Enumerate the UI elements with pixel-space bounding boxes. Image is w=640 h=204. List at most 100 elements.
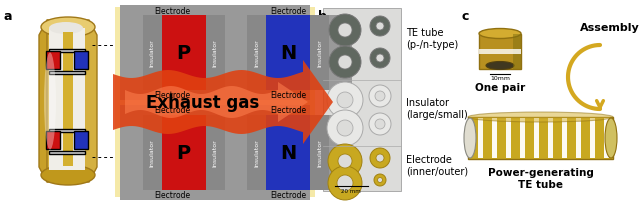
FancyBboxPatch shape [49, 50, 85, 53]
Circle shape [327, 110, 363, 146]
Text: N: N [280, 143, 296, 162]
FancyBboxPatch shape [74, 52, 88, 70]
FancyBboxPatch shape [46, 131, 60, 149]
Circle shape [329, 47, 361, 79]
FancyBboxPatch shape [468, 118, 613, 159]
FancyBboxPatch shape [247, 115, 266, 190]
Circle shape [376, 23, 384, 31]
Text: Insulator: Insulator [317, 139, 322, 166]
FancyBboxPatch shape [120, 91, 310, 101]
Circle shape [338, 56, 352, 70]
Polygon shape [39, 21, 55, 182]
FancyBboxPatch shape [310, 16, 329, 91]
Text: One pair: One pair [475, 83, 525, 93]
Circle shape [369, 86, 391, 108]
Circle shape [376, 154, 384, 162]
Circle shape [370, 49, 390, 69]
Circle shape [370, 148, 390, 168]
FancyBboxPatch shape [49, 72, 85, 75]
Text: Electrode: Electrode [270, 191, 306, 200]
Ellipse shape [464, 118, 476, 158]
Text: Insulator: Insulator [150, 139, 155, 166]
Text: Insulator: Insulator [150, 39, 155, 67]
Ellipse shape [41, 165, 95, 185]
FancyBboxPatch shape [143, 16, 162, 91]
FancyBboxPatch shape [323, 9, 401, 191]
Text: Electrode
(inner/outer): Electrode (inner/outer) [406, 154, 468, 176]
FancyBboxPatch shape [205, 16, 225, 91]
Text: Insulator: Insulator [317, 39, 322, 67]
Text: a: a [3, 10, 12, 23]
Text: Electrode: Electrode [154, 191, 190, 200]
FancyBboxPatch shape [74, 131, 88, 149]
Ellipse shape [605, 118, 617, 158]
FancyBboxPatch shape [120, 105, 310, 115]
FancyBboxPatch shape [479, 34, 521, 69]
Circle shape [327, 83, 363, 118]
FancyBboxPatch shape [49, 129, 85, 132]
Ellipse shape [44, 53, 56, 150]
Circle shape [370, 17, 390, 37]
Text: 20 mm: 20 mm [341, 188, 361, 193]
FancyBboxPatch shape [310, 115, 329, 190]
FancyBboxPatch shape [120, 6, 310, 16]
FancyBboxPatch shape [520, 118, 525, 158]
Circle shape [376, 55, 384, 63]
FancyBboxPatch shape [115, 8, 315, 197]
FancyBboxPatch shape [162, 115, 205, 190]
Ellipse shape [486, 62, 514, 70]
Circle shape [337, 120, 353, 136]
Text: Electrode: Electrode [270, 106, 306, 115]
Circle shape [369, 113, 391, 135]
Text: Exhaust gas: Exhaust gas [147, 94, 260, 111]
FancyBboxPatch shape [120, 16, 143, 91]
FancyBboxPatch shape [604, 118, 609, 158]
Ellipse shape [468, 112, 613, 122]
Text: TE tube
(p-/n-type): TE tube (p-/n-type) [406, 28, 458, 50]
FancyBboxPatch shape [225, 16, 247, 91]
Text: Electrode: Electrode [270, 91, 306, 100]
FancyBboxPatch shape [266, 115, 310, 190]
Polygon shape [125, 83, 308, 122]
Circle shape [338, 154, 352, 168]
Circle shape [375, 92, 385, 102]
FancyBboxPatch shape [548, 118, 553, 158]
Text: Insulator
(large/small): Insulator (large/small) [406, 98, 468, 119]
Text: Electrode: Electrode [154, 7, 190, 16]
Text: Insulator: Insulator [254, 39, 259, 67]
Text: Assembly: Assembly [580, 23, 640, 33]
FancyBboxPatch shape [576, 118, 581, 158]
Text: Electrode: Electrode [154, 106, 190, 115]
Text: N: N [280, 44, 296, 63]
Text: Insulator: Insulator [212, 39, 218, 67]
FancyBboxPatch shape [225, 115, 247, 190]
FancyBboxPatch shape [479, 50, 521, 55]
Text: P: P [177, 143, 191, 162]
Text: b: b [318, 10, 327, 23]
FancyBboxPatch shape [46, 52, 60, 70]
Text: P: P [177, 44, 191, 63]
FancyBboxPatch shape [247, 16, 266, 91]
Text: Electrode: Electrode [270, 7, 306, 16]
FancyBboxPatch shape [266, 16, 310, 91]
Circle shape [374, 174, 386, 186]
FancyBboxPatch shape [329, 16, 352, 91]
FancyBboxPatch shape [143, 115, 162, 190]
Text: Power-generating
TE tube: Power-generating TE tube [488, 167, 593, 189]
FancyBboxPatch shape [534, 118, 539, 158]
Ellipse shape [49, 23, 83, 35]
Circle shape [328, 144, 362, 178]
FancyBboxPatch shape [120, 190, 310, 200]
Polygon shape [47, 21, 97, 182]
Circle shape [375, 119, 385, 129]
FancyBboxPatch shape [506, 118, 511, 158]
Ellipse shape [41, 18, 95, 38]
FancyBboxPatch shape [63, 33, 73, 166]
Circle shape [338, 24, 352, 38]
Polygon shape [113, 61, 333, 144]
Text: c: c [462, 10, 469, 23]
FancyBboxPatch shape [162, 16, 205, 91]
Circle shape [328, 166, 362, 200]
FancyBboxPatch shape [492, 118, 497, 158]
Ellipse shape [479, 29, 521, 39]
